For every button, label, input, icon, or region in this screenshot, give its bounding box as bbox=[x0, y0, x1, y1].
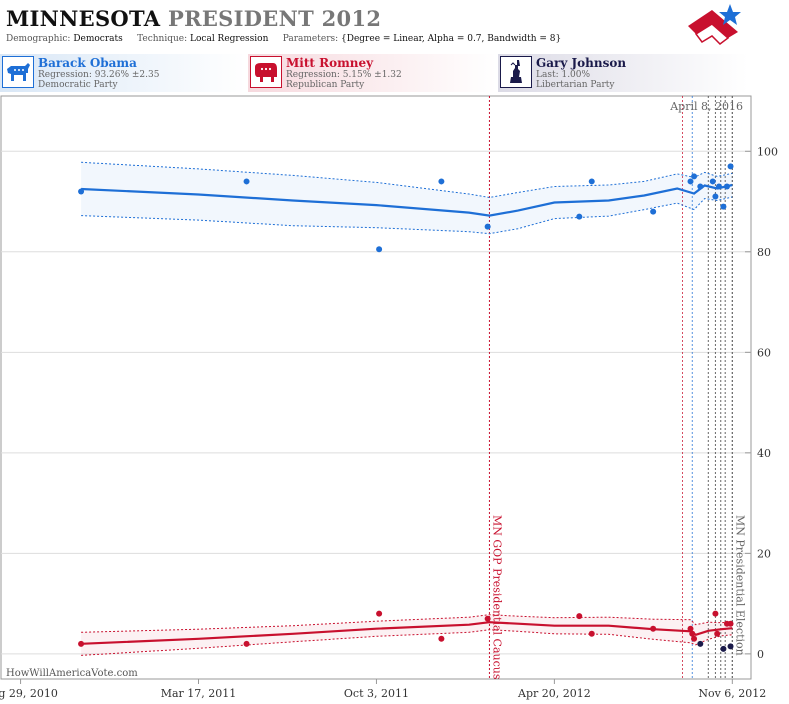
poll-point bbox=[712, 610, 719, 617]
candidate-party: Democratic Party bbox=[38, 80, 118, 90]
technique-value: Local Regression bbox=[190, 34, 269, 44]
poll-point bbox=[438, 635, 445, 642]
candidate-stat: Last: 1.00% bbox=[536, 70, 591, 80]
y-tick-label: 0 bbox=[757, 648, 764, 661]
event-label: MN GOP Presidential Caucus bbox=[490, 515, 503, 680]
poll-point bbox=[687, 625, 694, 632]
poll-point bbox=[687, 178, 694, 185]
poll-point bbox=[714, 630, 721, 637]
poll-point bbox=[650, 625, 657, 632]
title-year: 2012 bbox=[321, 6, 382, 31]
poll-point bbox=[715, 183, 722, 190]
poll-point bbox=[376, 246, 383, 253]
y-tick-label: 40 bbox=[757, 447, 771, 460]
poll-point bbox=[727, 643, 734, 650]
y-axis-ticks: 0 20 40 60 80 100 bbox=[745, 145, 778, 661]
parameters-label: Parameters: bbox=[282, 34, 339, 44]
band-upper-line bbox=[81, 614, 733, 633]
candidate-name: Gary Johnson bbox=[536, 56, 627, 70]
x-tick-label: Apr 20, 2012 bbox=[517, 687, 591, 700]
band-upper-line bbox=[81, 161, 733, 199]
poll-point bbox=[720, 203, 727, 210]
title-state: MINNESOTA bbox=[6, 6, 161, 31]
confidence-band bbox=[81, 162, 733, 234]
poll-point bbox=[484, 223, 491, 230]
trend-line bbox=[81, 621, 733, 645]
y-tick-label: 60 bbox=[757, 346, 771, 359]
title-office: PRESIDENT bbox=[168, 6, 315, 31]
y-tick-label: 20 bbox=[757, 547, 771, 560]
poll-point bbox=[709, 178, 716, 185]
site-credit: HowWillAmericaVote.com bbox=[6, 668, 138, 679]
poll-points bbox=[78, 163, 734, 652]
poll-point bbox=[691, 173, 698, 180]
elephant-icon bbox=[250, 56, 282, 88]
technique-label: Technique: bbox=[137, 34, 188, 44]
donkey-icon bbox=[2, 56, 34, 88]
demographic-value: Democrats bbox=[73, 34, 123, 44]
poll-point bbox=[376, 610, 383, 617]
x-tick-label: Mar 17, 2011 bbox=[161, 687, 237, 700]
poll-point bbox=[243, 640, 250, 647]
poll-point bbox=[576, 213, 583, 220]
x-tick-label: Nov 6, 2012 bbox=[698, 687, 766, 700]
poll-point bbox=[689, 630, 696, 637]
statue-of-liberty-icon bbox=[500, 56, 532, 88]
annotation-labels: MN GOP Presidential Caucus MN Presidentia… bbox=[490, 100, 746, 680]
candidate-stat: Regression: 5.15% ±1.32 bbox=[286, 70, 402, 80]
poll-point bbox=[78, 640, 85, 647]
poll-point bbox=[691, 635, 698, 642]
poll-point bbox=[588, 630, 595, 637]
band-lower-line bbox=[81, 629, 733, 656]
page-title: MINNESOTA PRESIDENT 2012 bbox=[6, 6, 381, 31]
candidate-party: Libertarian Party bbox=[536, 80, 615, 90]
poll-point bbox=[438, 178, 445, 185]
poll-point bbox=[720, 645, 727, 652]
corner-date-label: April 8, 2016 bbox=[669, 100, 743, 113]
poll-point bbox=[588, 178, 595, 185]
event-label: MN Presidential Election bbox=[733, 515, 746, 656]
y-tick-label: 80 bbox=[757, 246, 771, 259]
parameters-value: {Degree = Linear, Alpha = 0.7, Bandwidth… bbox=[341, 34, 562, 44]
confidence-bands bbox=[81, 161, 733, 656]
x-tick-label: Oct 3, 2011 bbox=[344, 687, 409, 700]
poll-point bbox=[712, 193, 719, 200]
demographic-label: Demographic: bbox=[6, 34, 71, 44]
site-logo-icon bbox=[688, 4, 741, 45]
poll-point bbox=[723, 183, 730, 190]
poll-point bbox=[484, 615, 491, 622]
poll-point bbox=[78, 188, 85, 195]
poll-point bbox=[727, 163, 734, 170]
y-tick-label: 100 bbox=[757, 145, 778, 158]
candidate-card-obama: Barack Obama Regression: 93.26% ±2.35 De… bbox=[0, 54, 246, 92]
poll-point bbox=[576, 613, 583, 620]
gridlines bbox=[1, 150, 751, 655]
poll-point bbox=[697, 183, 704, 190]
candidate-name: Barack Obama bbox=[38, 56, 137, 70]
candidate-party: Republican Party bbox=[286, 80, 365, 90]
trend-lines bbox=[81, 183, 733, 645]
parameter-line: Demographic: Democrats Technique: Local … bbox=[6, 34, 561, 44]
poll-point bbox=[727, 620, 734, 627]
candidate-stat: Regression: 93.26% ±2.35 bbox=[38, 70, 160, 80]
poll-point bbox=[243, 178, 250, 185]
poll-point bbox=[697, 640, 704, 647]
poll-point bbox=[650, 208, 657, 215]
candidate-card-johnson: Gary Johnson Last: 1.00% Libertarian Par… bbox=[498, 54, 748, 92]
x-axis-ticks: Aug 29, 2010 Mar 17, 2011 Oct 3, 2011 Apr 2… bbox=[0, 679, 766, 700]
candidate-card-romney: Mitt Romney Regression: 5.15% ±1.32 Repu… bbox=[248, 54, 496, 92]
candidate-name: Mitt Romney bbox=[286, 56, 374, 70]
x-tick-label: Aug 29, 2010 bbox=[0, 687, 58, 700]
